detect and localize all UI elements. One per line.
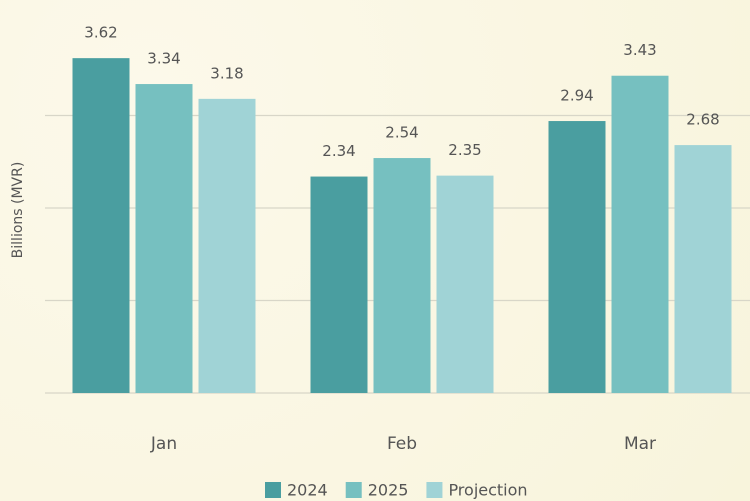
y-axis-label: Billions (MVR) xyxy=(10,162,26,259)
value-label: 2.68 xyxy=(686,111,719,129)
bar xyxy=(611,75,669,393)
value-label: 2.94 xyxy=(560,87,593,105)
legend-swatch xyxy=(265,482,281,498)
bar xyxy=(198,98,256,393)
value-label: 2.34 xyxy=(322,142,355,160)
bar xyxy=(436,175,494,393)
x-tick-label: Jan xyxy=(150,434,177,454)
bar xyxy=(72,58,130,394)
value-label: 2.54 xyxy=(385,124,418,142)
legend-swatch xyxy=(345,482,362,498)
bar xyxy=(373,158,431,393)
value-label: 3.18 xyxy=(210,64,243,82)
value-label: 2.35 xyxy=(448,141,481,159)
legend-label: 2024 xyxy=(287,481,328,500)
value-label: 3.34 xyxy=(147,50,180,68)
x-tick-label: Mar xyxy=(624,434,656,454)
legend-label: Projection xyxy=(448,481,527,500)
legend-swatch xyxy=(426,482,443,498)
bar xyxy=(548,121,606,394)
x-tick-label: Feb xyxy=(387,434,417,454)
bar xyxy=(135,84,193,394)
legend-label: 2025 xyxy=(368,481,409,500)
bar xyxy=(310,176,368,393)
value-label: 3.43 xyxy=(623,41,656,59)
bar xyxy=(674,145,732,393)
value-label: 3.62 xyxy=(84,24,117,42)
